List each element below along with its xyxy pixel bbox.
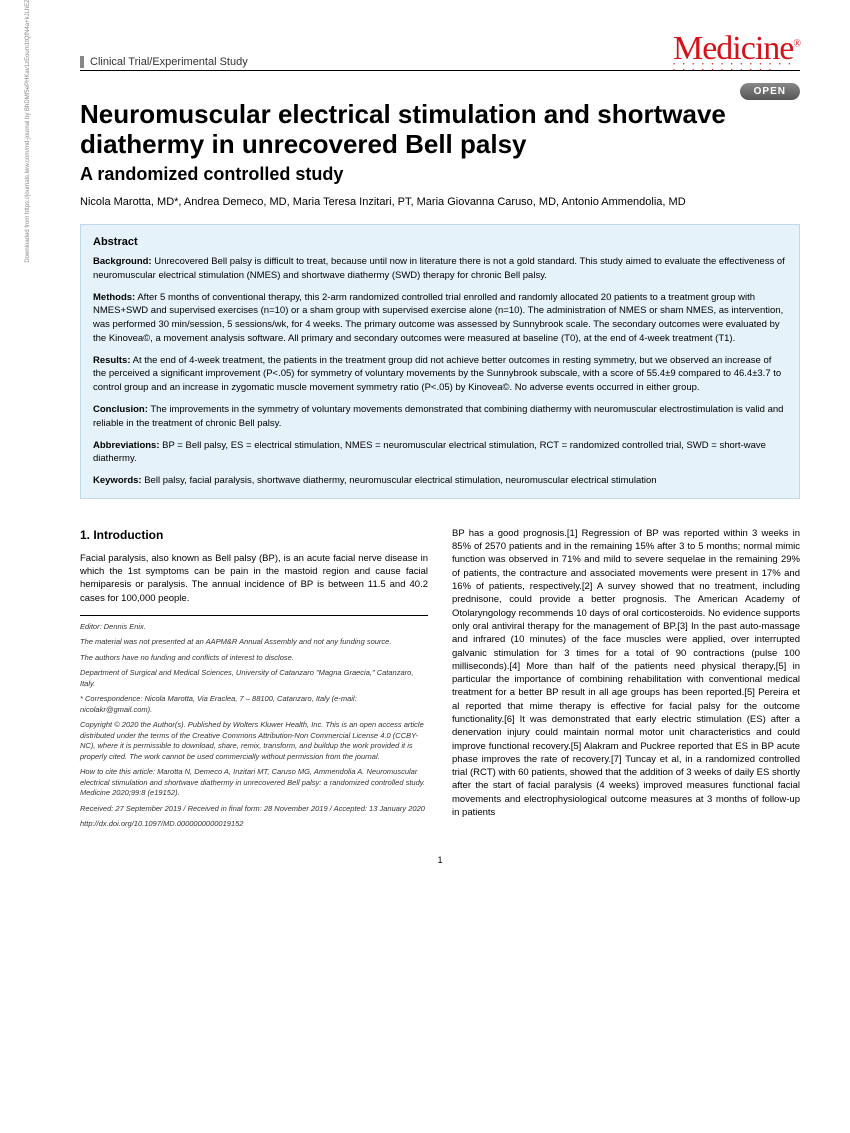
footnote-cite: How to cite this article: Marotta N, Dem…: [80, 767, 428, 799]
methods-text: After 5 months of conventional therapy, …: [93, 292, 783, 344]
footnote-editor: Editor: Dennis Enix.: [80, 622, 428, 633]
right-column: BP has a good prognosis.[1] Regression o…: [452, 527, 800, 835]
keywords-label: Keywords:: [93, 475, 142, 486]
left-column: 1. Introduction Facial paralysis, also k…: [80, 527, 428, 835]
intro-heading: 1. Introduction: [80, 527, 428, 544]
footnote-received: Received: 27 September 2019 / Received i…: [80, 804, 428, 815]
journal-logo: Medicine® • • • • • • • • • • • • • • • …: [673, 30, 800, 68]
methods-label: Methods:: [93, 292, 135, 303]
keywords-text: Bell palsy, facial paralysis, shortwave …: [144, 475, 656, 486]
footnotes-block: Editor: Dennis Enix. The material was no…: [80, 615, 428, 830]
page-number: 1: [80, 855, 800, 865]
intro-paragraph: Facial paralysis, also known as Bell pal…: [80, 552, 428, 605]
abstract-heading: Abstract: [93, 235, 787, 251]
footnote-dept: Department of Surgical and Medical Scien…: [80, 668, 428, 689]
open-access-badge: OPEN: [740, 83, 800, 100]
footnote-doi: http://dx.doi.org/10.1097/MD.00000000000…: [80, 819, 428, 830]
footnote-correspondence: * Correspondence: Nicola Marotta, Via Er…: [80, 694, 428, 715]
col2-paragraph: BP has a good prognosis.[1] Regression o…: [452, 527, 800, 820]
abstract-box: Abstract Background: Unrecovered Bell pa…: [80, 224, 800, 499]
article-title: Neuromuscular electrical stimulation and…: [80, 100, 800, 160]
section-label: Clinical Trial/Experimental Study: [80, 56, 248, 68]
author-list: Nicola Marotta, MD*, Andrea Demeco, MD, …: [80, 195, 800, 210]
footnote-presented: The material was not presented at an AAP…: [80, 637, 428, 648]
conclusion-label: Conclusion:: [93, 404, 148, 415]
background-label: Background:: [93, 256, 152, 267]
body-columns: 1. Introduction Facial paralysis, also k…: [80, 527, 800, 835]
download-sidebar-text: Downloaded from https://journals.lww.com…: [25, 0, 31, 280]
results-text: At the end of 4-week treatment, the pati…: [93, 355, 781, 394]
background-text: Unrecovered Bell palsy is difficult to t…: [93, 256, 785, 281]
abbrev-text: BP = Bell palsy, ES = electrical stimula…: [93, 440, 766, 465]
footnote-copyright: Copyright © 2020 the Author(s). Publishe…: [80, 720, 428, 762]
journal-dots: • • • • • • • • • • • • • • • • • • • • …: [673, 62, 800, 74]
footnote-funding: The authors have no funding and conflict…: [80, 653, 428, 664]
article-subtitle: A randomized controlled study: [80, 164, 800, 185]
header-row: Clinical Trial/Experimental Study Medici…: [80, 30, 800, 71]
abbrev-label: Abbreviations:: [93, 440, 160, 451]
page-container: Downloaded from https://journals.lww.com…: [0, 0, 850, 895]
results-label: Results:: [93, 355, 130, 366]
conclusion-text: The improvements in the symmetry of volu…: [93, 404, 783, 429]
